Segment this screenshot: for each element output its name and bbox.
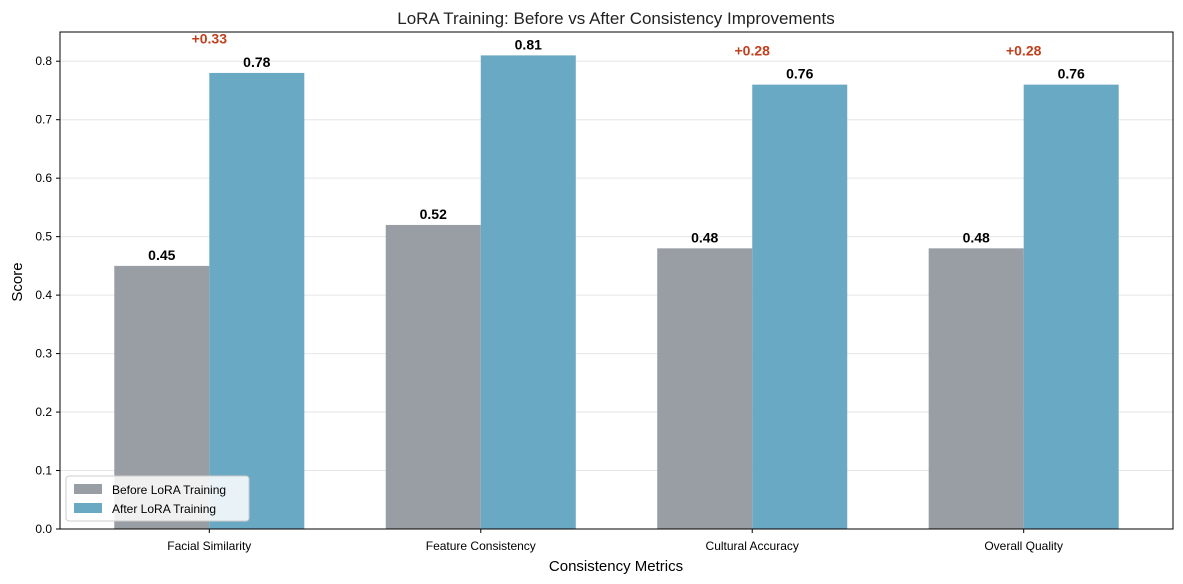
bar-before	[928, 248, 1024, 529]
bar-after	[480, 55, 576, 529]
y-tick-label: 0.7	[35, 113, 52, 127]
bar-value-label: 0.76	[1058, 66, 1085, 82]
improvement-label: +0.28	[735, 42, 771, 58]
legend-label: After LoRA Training	[112, 502, 216, 516]
y-tick-label: 0.1	[35, 464, 52, 478]
bar-after	[1023, 84, 1119, 529]
bar-value-label: 0.48	[963, 229, 990, 245]
bar-value-label: 0.48	[691, 229, 718, 245]
legend-label: Before LoRA Training	[112, 483, 226, 497]
bar-value-label: 0.45	[148, 247, 175, 263]
y-tick-label: 0.3	[35, 347, 52, 361]
x-axis-label: Consistency Metrics	[549, 558, 683, 575]
bar-before	[657, 248, 753, 529]
bar-before	[385, 224, 481, 529]
x-tick-label: Feature Consistency	[426, 539, 536, 553]
improvement-label: +0.33	[192, 31, 228, 47]
chart-title: LoRA Training: Before vs After Consisten…	[397, 9, 834, 28]
x-axis-ticks: Facial Similarity Feature Consistency Cult…	[167, 529, 1063, 553]
y-axis-label: Score	[9, 262, 26, 301]
bar-value-label: 0.52	[420, 206, 447, 222]
legend-box	[65, 475, 250, 522]
y-tick-label: 0.2	[35, 405, 52, 419]
plot-frame	[59, 31, 1174, 530]
bar-value-label: 0.81	[515, 36, 542, 52]
bar-after	[209, 72, 305, 529]
y-tick-label: 0.8	[35, 54, 52, 68]
y-tick-label: 0.4	[35, 288, 52, 302]
bar-value-label: 0.76	[786, 66, 813, 82]
y-axis-ticks: 0.0 0.1 0.2 0.3 0.4 0.5 0.6 0.7 0.8	[35, 54, 60, 536]
legend-swatch	[74, 484, 102, 494]
bar-value-label: 0.78	[243, 54, 270, 70]
x-tick-label: Cultural Accuracy	[706, 539, 799, 553]
legend: Before LoRA Training After LoRA Training	[65, 475, 250, 522]
bar-after	[752, 84, 848, 529]
y-tick-label: 0.0	[35, 522, 52, 536]
legend-swatch	[74, 503, 102, 513]
bars	[114, 55, 1119, 529]
value-labels: 0.45 0.52 0.48 0.48 0.78 0.81 0.76 0.76	[148, 36, 1085, 262]
improvement-labels: +0.33 +0.28 +0.28	[192, 31, 1042, 59]
x-tick-label: Overall Quality	[984, 539, 1063, 553]
y-tick-label: 0.6	[35, 171, 52, 185]
improvement-label: +0.28	[1006, 42, 1042, 58]
x-tick-label: Facial Similarity	[167, 539, 251, 553]
y-tick-label: 0.5	[35, 230, 52, 244]
